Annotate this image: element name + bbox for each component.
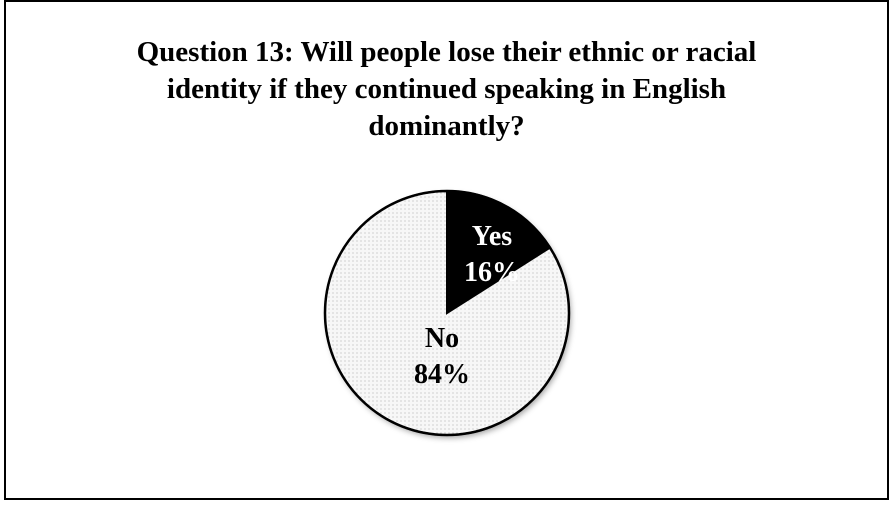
slice-value-no: 84% — [414, 359, 470, 390]
chart-title-line-3: dominantly? — [368, 110, 525, 142]
chart-title-line-1: Question 13: Will people lose their ethn… — [136, 36, 757, 68]
slice-value-yes: 16% — [464, 257, 520, 288]
slice-label-no: No — [425, 323, 459, 354]
pie-outline — [323, 189, 571, 437]
slice-label-yes: Yes — [472, 221, 513, 252]
chart-title-line-2: identity if they continued speaking in E… — [166, 73, 727, 105]
chart-title: Question 13: Will people lose their ethn… — [6, 34, 887, 145]
